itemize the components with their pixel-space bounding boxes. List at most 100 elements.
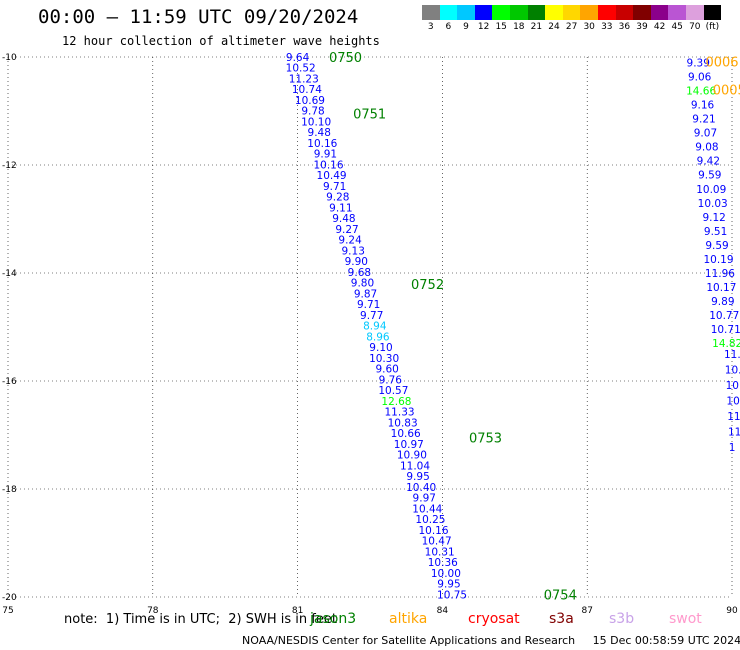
wave-height-value: 12.68 <box>381 396 411 408</box>
wave-height-value: 11.96 <box>705 268 735 280</box>
wave-height-value: 9.68 <box>348 267 371 279</box>
color-scale-label: 3 <box>427 22 434 32</box>
wave-height-value: 9.60 <box>375 364 398 376</box>
color-scale-label: 30 <box>583 22 595 32</box>
legend-swot: swot <box>669 611 702 627</box>
color-swatch <box>545 5 563 20</box>
color-scale-label: 24 <box>548 22 560 32</box>
wave-height-value: 10.97 <box>394 439 424 451</box>
wave-height-value: 10.57 <box>378 385 408 397</box>
wave-height-value: 10.52 <box>286 63 316 75</box>
wave-height-value: 9.21 <box>692 114 715 126</box>
wave-height-value: 9.78 <box>301 106 324 118</box>
wave-height-value: 9.91 <box>314 149 337 161</box>
x-tick-label: 81 <box>292 606 303 616</box>
color-scale-label: 39 <box>636 22 648 32</box>
color-swatch <box>580 5 598 20</box>
wave-height-value-partial: 11.1 <box>724 349 740 361</box>
footer-note: note: 1) Time is in UTC; 2) SWH is in fe… <box>64 612 337 627</box>
wave-height-value: 9.89 <box>711 296 734 308</box>
wave-height-value: 10.74 <box>292 84 322 96</box>
wave-height-value: 10.49 <box>317 170 347 182</box>
y-tick-label: -20 <box>2 593 17 603</box>
wave-height-value: 9.42 <box>697 156 720 168</box>
color-scale-label: 70 <box>689 22 701 32</box>
wave-height-value: 10.19 <box>703 254 733 266</box>
x-tick-label: 87 <box>581 606 592 616</box>
wave-height-value: 9.07 <box>694 128 717 140</box>
page-title: 00:00 – 11:59 UTC 09/20/2024 <box>38 6 359 28</box>
wave-height-value: 9.97 <box>413 493 436 505</box>
wave-height-value-partial: 11 <box>727 411 740 423</box>
wave-height-value: 10.25 <box>415 514 445 526</box>
wave-height-value-partial: 1 <box>729 442 736 454</box>
wave-height-value: 9.10 <box>369 342 392 354</box>
wave-height-value: 9.11 <box>329 202 352 214</box>
wave-height-value: 9.48 <box>308 127 331 139</box>
wave-height-value: 14.82 <box>712 338 740 350</box>
wave-height-value: 10.36 <box>428 557 458 569</box>
pass-time-label: 0753 <box>469 432 502 447</box>
color-swatch <box>685 5 704 20</box>
wave-height-value: 10.75 <box>437 589 467 601</box>
wave-height-value: 11.23 <box>289 73 319 85</box>
legend-cryosat: cryosat <box>468 611 520 627</box>
wave-height-value: 10.09 <box>696 184 726 196</box>
color-scale-label: 36 <box>618 22 631 32</box>
x-tick-label: 84 <box>437 606 449 616</box>
wave-height-value: 10.17 <box>706 282 736 294</box>
color-swatch <box>474 5 493 20</box>
y-tick-label: -12 <box>2 161 17 171</box>
color-scale-label: (ft) <box>705 22 720 32</box>
color-swatch <box>562 5 581 20</box>
wave-height-value: 11.33 <box>385 407 415 419</box>
wave-height-value: 10.03 <box>698 198 728 210</box>
wave-height-value: 10.44 <box>412 503 442 515</box>
color-scale-label: 27 <box>565 22 578 32</box>
color-scale-bar <box>422 5 722 20</box>
wave-height-value: 9.28 <box>326 192 349 204</box>
color-scale-labels: 3 6 9 12 15 18 21 24 27 30 33 36 39 42 45 70 (ft) <box>422 22 740 34</box>
page-subtitle: 12 hour collection of altimeter wave hei… <box>62 34 380 48</box>
y-tick-label: -18 <box>2 485 17 495</box>
wave-height-value: 9.08 <box>695 142 718 154</box>
wave-height-value: 9.27 <box>335 224 358 236</box>
color-swatch <box>527 5 546 20</box>
wave-height-value: 9.24 <box>338 235 362 247</box>
wave-height-value: 9.87 <box>354 288 377 300</box>
wave-height-value: 14.66 <box>686 85 716 97</box>
pass-time-label: 0754 <box>544 588 577 603</box>
wave-height-value: 8.94 <box>363 321 387 333</box>
wave-height-value: 10.47 <box>422 536 452 548</box>
wave-height-value: 9.80 <box>351 278 374 290</box>
wave-height-value: 9.77 <box>360 310 383 322</box>
wave-height-value: 10.00 <box>431 568 461 580</box>
wave-height-value: 9.76 <box>379 374 403 386</box>
wave-height-value: 9.16 <box>691 100 715 112</box>
wave-height-value: 10.10 <box>301 116 331 128</box>
x-tick-label: 90 <box>726 606 738 616</box>
color-swatch <box>439 5 458 20</box>
wave-height-value: 9.13 <box>342 245 365 257</box>
y-tick-label: -16 <box>2 377 17 387</box>
wave-height-value: 10.16 <box>313 159 343 171</box>
wave-height-value: 9.95 <box>406 471 429 483</box>
wave-height-value-partial: 10. <box>726 380 740 392</box>
wave-height-value-partial: 10.7 <box>725 364 740 376</box>
pass-time-label: 0005 <box>713 83 740 98</box>
color-scale-label: 6 <box>445 22 452 32</box>
color-scale-label: 42 <box>653 22 666 32</box>
wave-height-value: 10.66 <box>391 428 421 440</box>
x-tick-label: 78 <box>147 606 159 616</box>
color-scale-label: 15 <box>495 22 507 32</box>
credit-line: NOAA/NESDIS Center for Satellite Applica… <box>242 634 740 647</box>
wave-height-value: 9.39 <box>687 57 710 69</box>
wave-height-value: 9.12 <box>702 212 725 224</box>
wave-height-value: 9.90 <box>345 256 368 268</box>
wave-height-value: 9.06 <box>688 71 712 83</box>
wave-height-value-partial: 11 <box>728 426 740 438</box>
wave-height-value: 9.59 <box>705 240 728 252</box>
pass-time-label: 0750 <box>329 51 362 66</box>
wave-height-value: 10.16 <box>307 138 337 150</box>
